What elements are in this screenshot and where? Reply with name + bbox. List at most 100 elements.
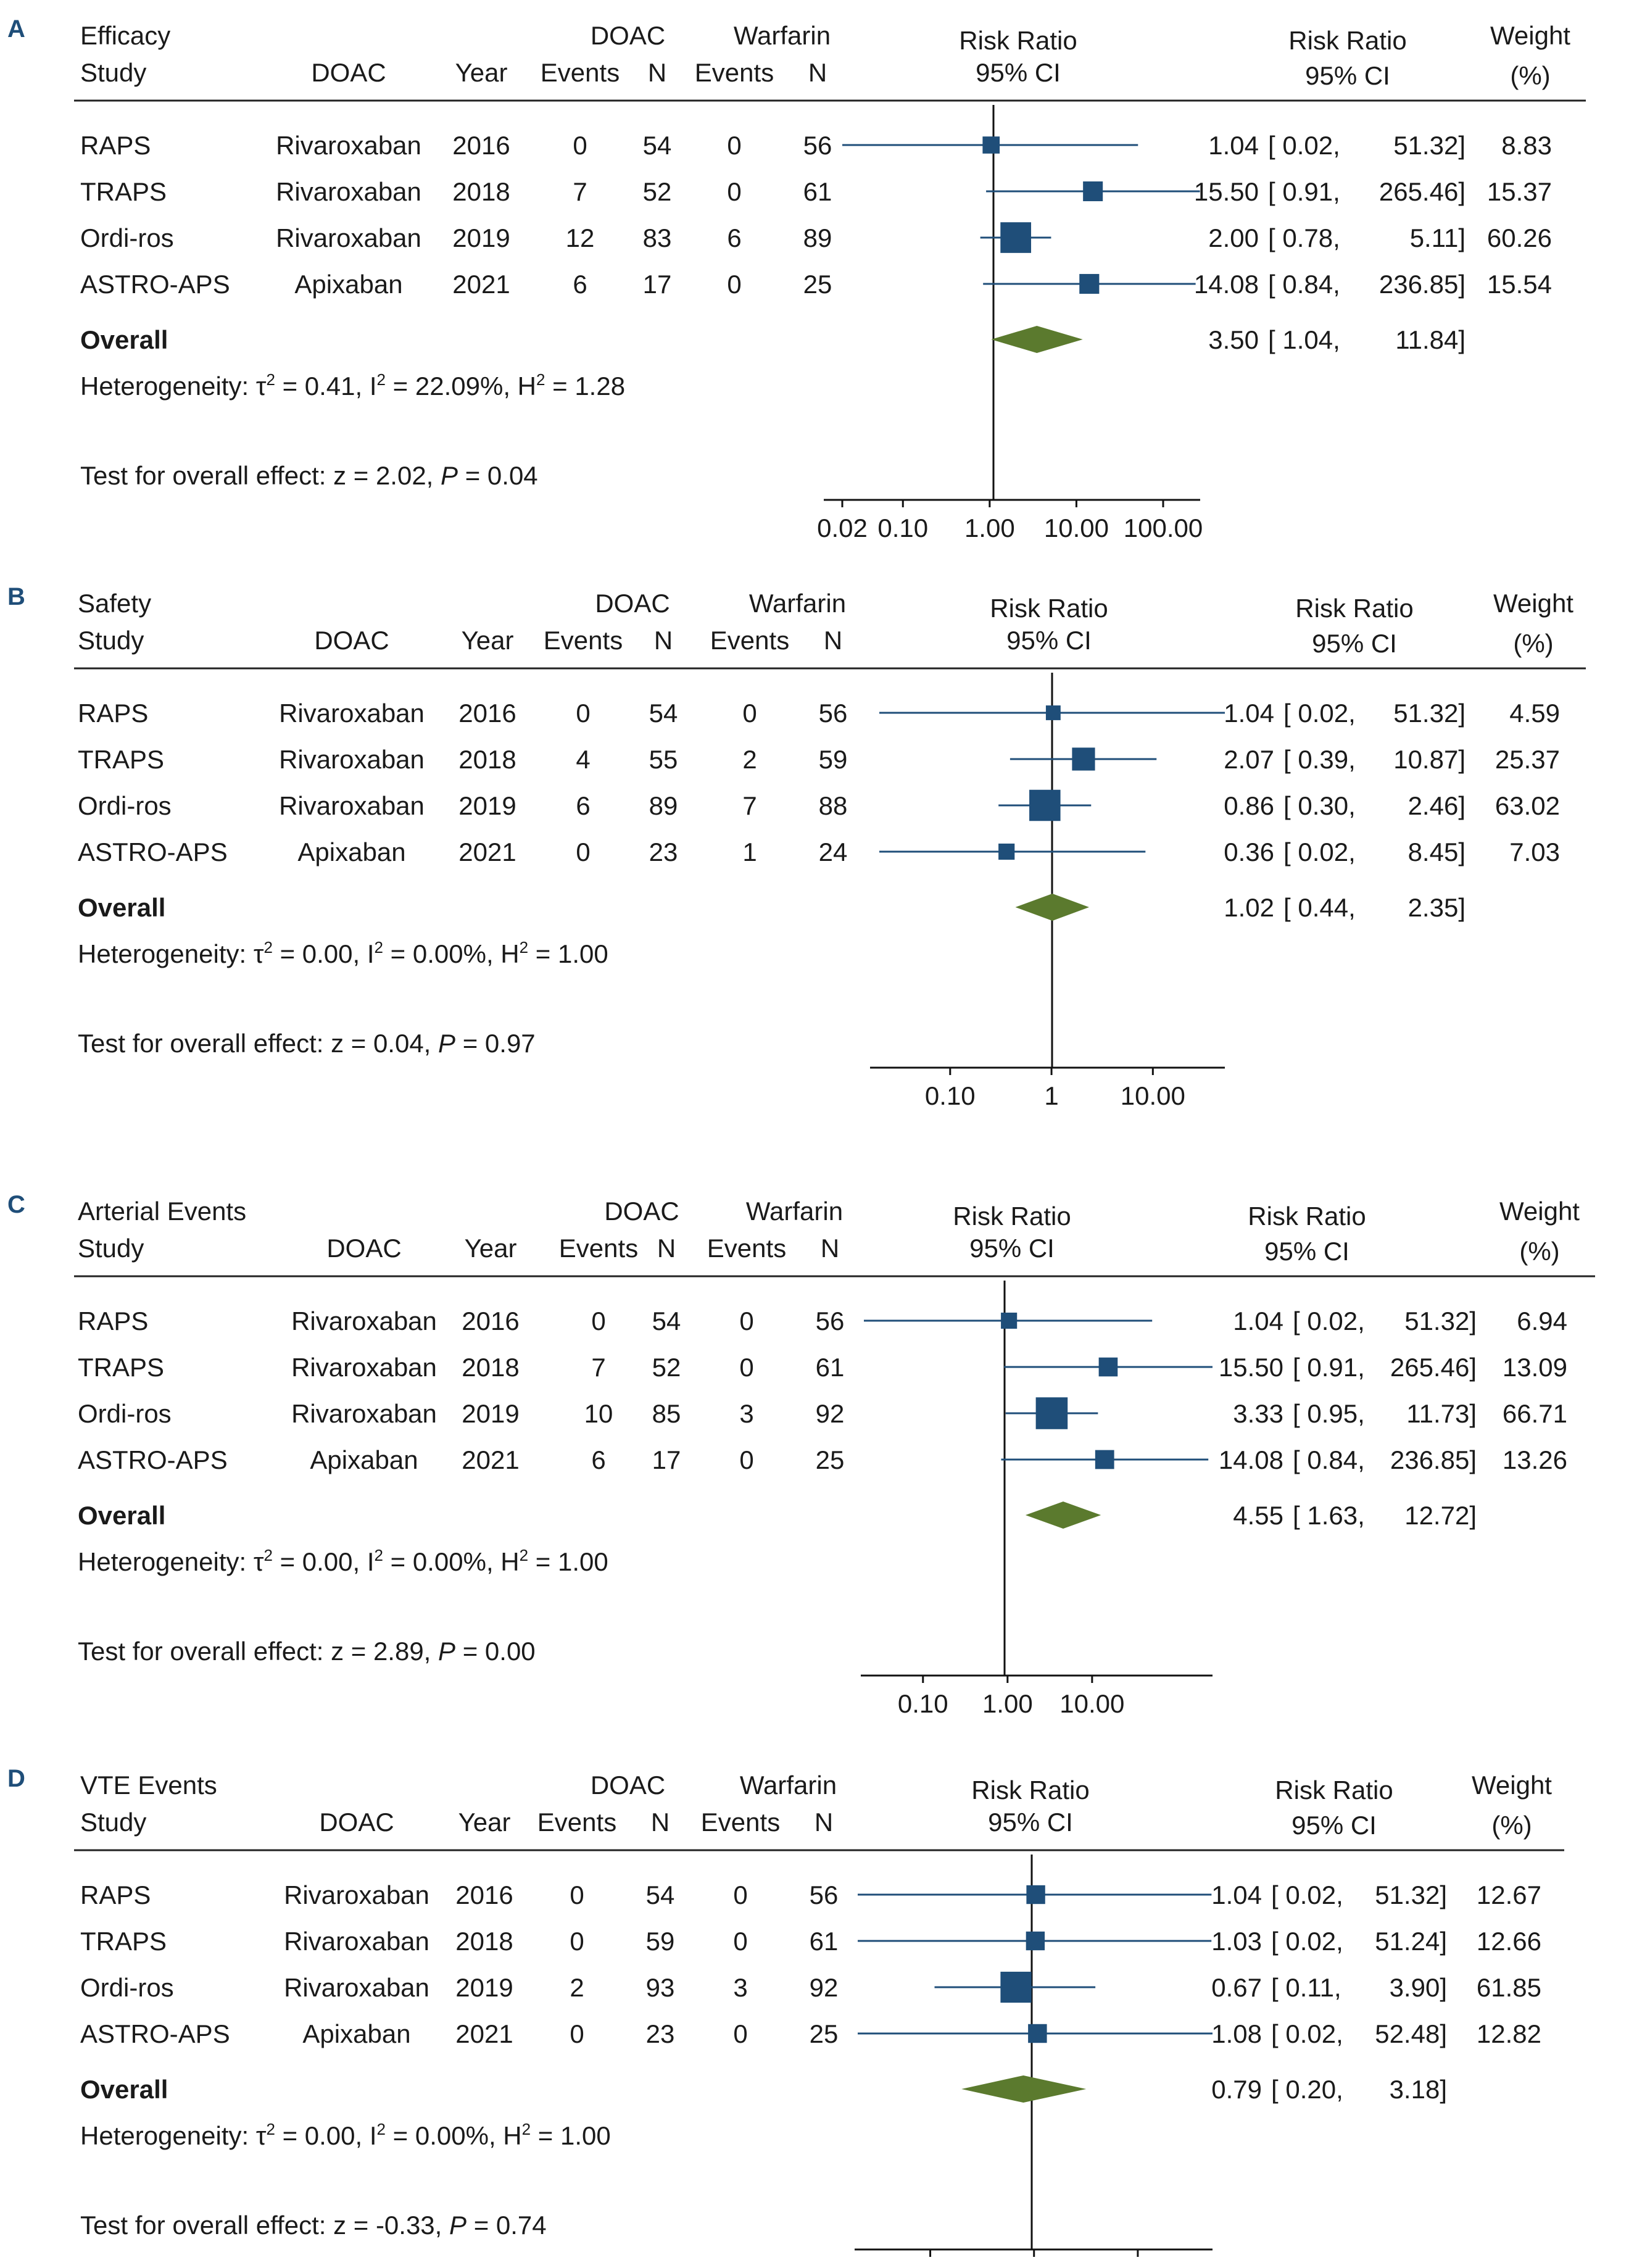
ci-upper-value: 51.32] <box>1393 699 1466 728</box>
x-axis-tick-label: 0.10 <box>925 1081 976 1110</box>
header-weight: Weight <box>1490 21 1570 50</box>
header-risk-ratio-right: Risk Ratio <box>1275 1776 1393 1805</box>
warfarin-n: 56 <box>810 1880 839 1909</box>
doac-n: 89 <box>649 791 678 820</box>
ci-lower-value: [ 0.11, <box>1271 1973 1341 2002</box>
warfarin-n: 61 <box>810 1927 839 1956</box>
risk-ratio-value: 15.50 <box>1219 1353 1283 1382</box>
study-year: 2018 <box>458 745 516 774</box>
ci-upper-value: 52.48] <box>1375 2019 1447 2048</box>
risk-ratio-value: 15.50 <box>1194 177 1259 206</box>
doac-events: 0 <box>570 2019 584 2048</box>
x-axis-tick-label: 10.00 <box>1044 513 1109 542</box>
panel-label: D <box>7 1765 25 1792</box>
overall-effect-test: Test for overall effect: z = -0.33, P = … <box>80 2211 547 2240</box>
doac-n: 54 <box>652 1306 681 1335</box>
header-ci: 95% CI <box>988 1808 1073 1837</box>
header-warfarin-events: Events <box>695 58 774 87</box>
header-drug: DOAC <box>326 1234 401 1263</box>
weight-value: 12.82 <box>1477 2019 1541 2048</box>
header-doac-n: N <box>657 1234 676 1263</box>
study-marker <box>1079 273 1100 294</box>
study-drug: Rivaroxaban <box>284 1927 429 1956</box>
study-marker <box>1045 705 1061 720</box>
warfarin-events: 0 <box>733 2019 747 2048</box>
ci-upper-value: 8.45] <box>1408 837 1466 866</box>
doac-events: 12 <box>566 223 595 252</box>
panel-title: Efficacy <box>80 21 170 50</box>
study-marker <box>1098 1357 1118 1377</box>
doac-events: 0 <box>576 837 590 866</box>
heterogeneity-text: Heterogeneity: τ2 = 0.41, I2 = 22.09%, H… <box>80 370 625 401</box>
overall-effect-test: Test for overall effect: z = 2.89, P = 0… <box>78 1637 536 1666</box>
doac-n: 93 <box>646 1973 675 2002</box>
warfarin-n: 92 <box>810 1973 839 2002</box>
warfarin-n: 25 <box>810 2019 839 2048</box>
study-marker <box>998 843 1015 860</box>
warfarin-events: 2 <box>742 745 757 774</box>
study-marker <box>1026 1885 1045 1905</box>
x-axis-tick-label: 1 <box>1044 1081 1058 1110</box>
doac-n: 55 <box>649 745 678 774</box>
study-drug: Rivaroxaban <box>279 745 425 774</box>
header-weight-pct: (%) <box>1519 1237 1559 1266</box>
header-ci-right: 95% CI <box>1312 629 1397 658</box>
overall-diamond <box>961 2075 1087 2103</box>
risk-ratio-value: 14.08 <box>1194 270 1259 299</box>
weight-value: 15.37 <box>1487 177 1552 206</box>
header-year: Year <box>455 58 508 87</box>
warfarin-events: 3 <box>733 1973 747 2002</box>
header-risk-ratio: Risk Ratio <box>959 26 1077 55</box>
risk-ratio-value: 1.04 <box>1224 699 1274 728</box>
ci-lower-value: [ 0.91, <box>1268 177 1340 206</box>
header-year: Year <box>458 1808 511 1837</box>
study-drug: Rivaroxaban <box>279 699 425 728</box>
study-year: 2016 <box>462 1306 519 1335</box>
warfarin-events: 0 <box>727 177 741 206</box>
header-doac-n: N <box>654 626 673 655</box>
study-year: 2016 <box>452 131 510 160</box>
study-name: TRAPS <box>78 1353 164 1382</box>
header-weight: Weight <box>1493 589 1573 618</box>
doac-n: 54 <box>643 131 672 160</box>
study-name: ASTRO-APS <box>78 837 228 866</box>
study-drug: Rivaroxaban <box>276 177 421 206</box>
study-drug: Rivaroxaban <box>276 131 421 160</box>
warfarin-n: 25 <box>803 270 832 299</box>
overall-effect-test: Test for overall effect: z = 2.02, P = 0… <box>80 461 538 490</box>
header-risk-ratio-right: Risk Ratio <box>1288 26 1406 55</box>
overall-ci-lower: [ 0.20, <box>1271 2075 1343 2104</box>
study-drug: Rivaroxaban <box>284 1880 429 1909</box>
study-marker <box>1083 181 1103 202</box>
warfarin-n: 89 <box>803 223 832 252</box>
x-axis-tick-label: 10.00 <box>1121 1081 1185 1110</box>
study-marker <box>1000 222 1032 253</box>
header-warfarin-n: N <box>808 58 827 87</box>
study-drug: Apixaban <box>302 2019 410 2048</box>
header-warfarin-group: Warfarin <box>746 1197 843 1226</box>
ci-lower-value: [ 0.84, <box>1293 1445 1365 1474</box>
header-doac-n: N <box>651 1808 670 1837</box>
weight-value: 4.59 <box>1509 699 1560 728</box>
ci-lower-value: [ 0.95, <box>1293 1399 1365 1428</box>
study-name: Ordi-ros <box>80 223 174 252</box>
ci-lower-value: [ 0.02, <box>1271 1880 1343 1909</box>
study-drug: Apixaban <box>297 837 405 866</box>
weight-value: 13.26 <box>1503 1445 1567 1474</box>
warfarin-events: 0 <box>727 131 741 160</box>
warfarin-n: 56 <box>816 1306 845 1335</box>
doac-events: 4 <box>576 745 590 774</box>
overall-ci-upper: 12.72] <box>1404 1501 1477 1530</box>
study-name: TRAPS <box>80 1927 167 1956</box>
study-marker <box>1028 2024 1047 2043</box>
study-name: Ordi-ros <box>80 1973 174 2002</box>
header-drug: DOAC <box>314 626 389 655</box>
x-axis-tick-label: 10.00 <box>1105 2263 1170 2268</box>
risk-ratio-value: 2.00 <box>1208 223 1259 252</box>
study-name: ASTRO-APS <box>78 1445 228 1474</box>
warfarin-n: 25 <box>816 1445 845 1474</box>
study-name: RAPS <box>80 1880 151 1909</box>
study-year: 2018 <box>452 177 510 206</box>
warfarin-n: 24 <box>819 837 848 866</box>
weight-value: 25.37 <box>1495 745 1560 774</box>
